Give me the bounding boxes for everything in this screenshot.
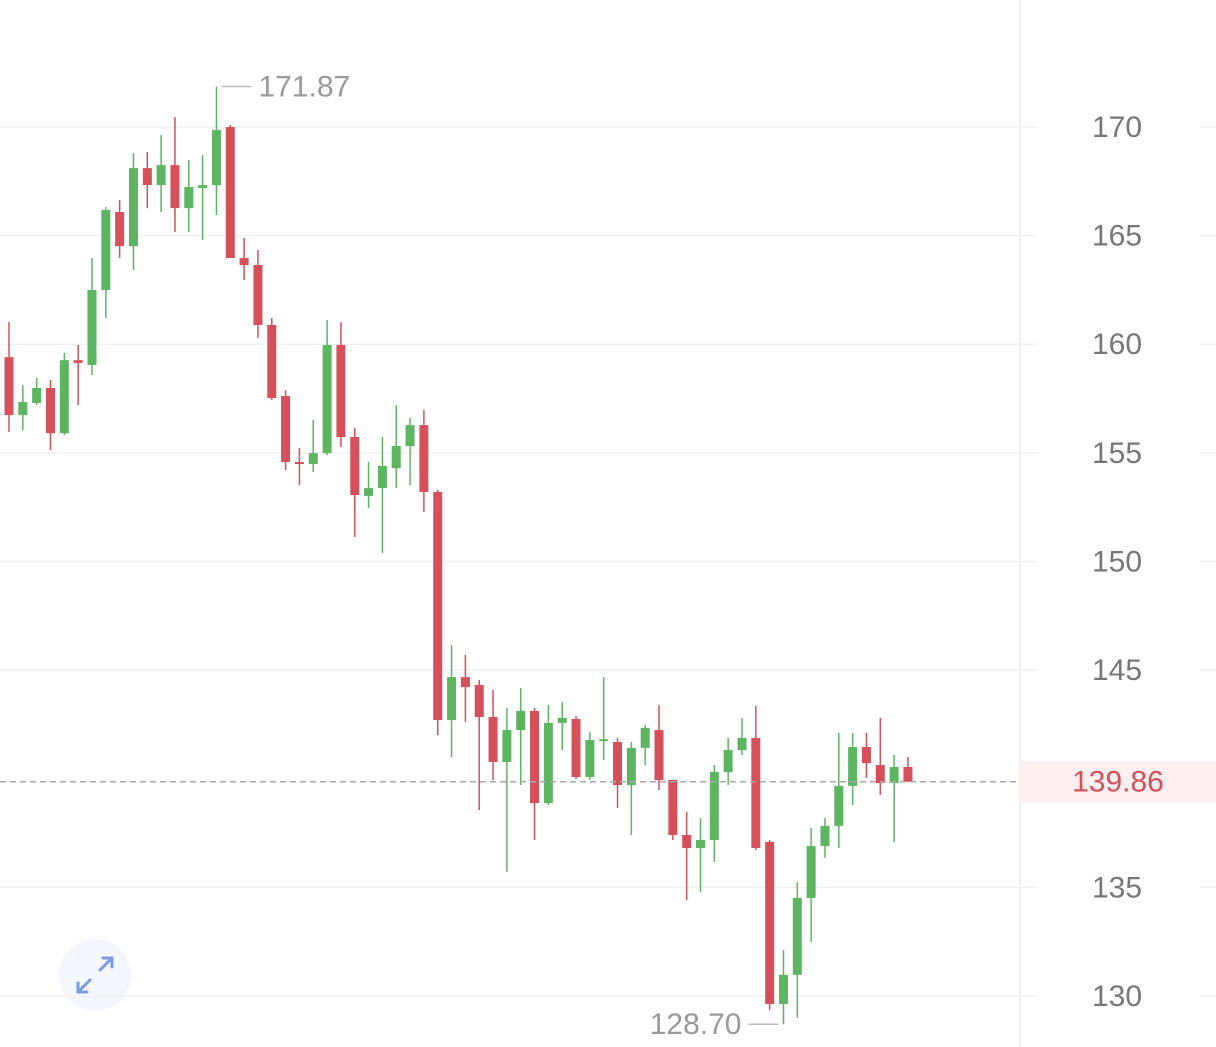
candle-body [18, 402, 28, 416]
y-tick-label: 165 [1092, 220, 1142, 253]
candle-body [474, 684, 484, 718]
candle-body [364, 488, 374, 496]
y-tick-label: 135 [1092, 871, 1142, 904]
candle-body [156, 165, 166, 186]
candle-body [875, 765, 885, 784]
candle-body [751, 737, 761, 849]
candle-body [709, 771, 719, 840]
candle-body [308, 453, 318, 464]
candle-body [696, 839, 705, 849]
candle-body [142, 168, 152, 186]
expand-button[interactable] [59, 939, 131, 1011]
candle-body [682, 834, 692, 849]
candle-body [626, 747, 636, 786]
candle-body [654, 730, 664, 781]
candle-body [668, 780, 678, 835]
low-marker-label: 128.70 [650, 1008, 742, 1041]
candle-body [350, 437, 360, 496]
candle-body [225, 127, 235, 259]
candle-body [377, 465, 387, 489]
candle-body [4, 357, 14, 416]
candle-body [101, 210, 111, 290]
candle-body [861, 747, 871, 764]
candle-body [405, 425, 415, 446]
candle-body [281, 395, 291, 463]
candle-body [73, 360, 83, 363]
candle-body [613, 742, 623, 786]
candle-body [447, 677, 457, 721]
candle-body [322, 344, 332, 454]
candle-body [737, 737, 747, 751]
candle-body [267, 324, 277, 398]
candle-body [198, 185, 208, 189]
candle-body [211, 130, 221, 186]
candle-body [820, 825, 830, 847]
candle-body [599, 739, 609, 742]
high-marker-label: 171.87 [258, 70, 350, 103]
candle-body [543, 722, 553, 804]
candle-body [806, 846, 816, 898]
expand-bg[interactable] [59, 939, 131, 1011]
y-tick-label: 155 [1092, 437, 1142, 470]
candle-body [253, 265, 263, 325]
candle-body [460, 677, 470, 688]
candle-body [170, 165, 180, 209]
candle-body [903, 767, 913, 782]
candle-body [585, 740, 595, 777]
candle-body [239, 258, 249, 266]
candle-body [530, 710, 540, 804]
last-price-bg [1020, 760, 1216, 803]
y-tick-label: 145 [1092, 654, 1142, 687]
y-tick-label: 160 [1092, 328, 1142, 361]
candle-body [516, 710, 526, 731]
candle-body [419, 425, 429, 493]
candle-body [723, 750, 733, 772]
candle-body [502, 730, 512, 763]
y-tick-label: 130 [1092, 980, 1142, 1013]
last-price-label: 139.86 [1072, 766, 1164, 799]
candle-body [59, 360, 69, 434]
candle-body [488, 717, 498, 763]
candle-body [778, 974, 788, 1004]
candle-body [128, 168, 138, 247]
candle-body [889, 767, 899, 784]
candle-body [848, 747, 858, 786]
candle-body [765, 841, 775, 1004]
candle-body [640, 727, 650, 748]
candle-body [557, 717, 567, 723]
candle-body [391, 445, 401, 469]
candle-body [433, 492, 443, 721]
candle-body [294, 462, 304, 464]
candle-body [45, 387, 55, 434]
candle-body [115, 212, 125, 247]
y-tick-label: 150 [1092, 545, 1142, 578]
y-tick-label: 170 [1092, 111, 1142, 144]
candle-body [32, 387, 42, 403]
expand-icon[interactable] [76, 956, 114, 994]
candle-body [87, 289, 97, 365]
candle-body [336, 344, 346, 438]
candle-body [792, 897, 802, 975]
candle-body [571, 718, 581, 777]
candle-body [834, 785, 844, 826]
candle-body [184, 187, 194, 209]
